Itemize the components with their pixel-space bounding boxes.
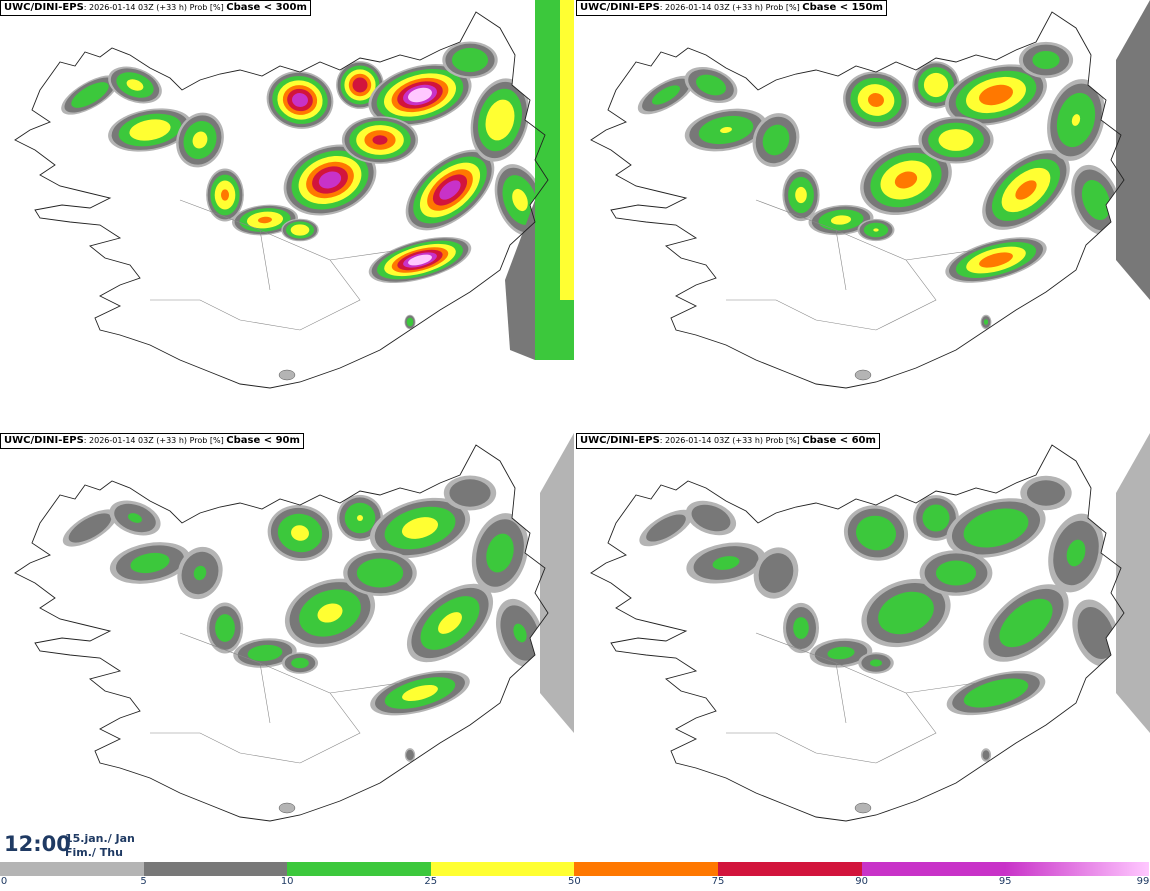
legend-tick-label: 90 xyxy=(855,876,868,887)
iceland-map xyxy=(14,0,574,389)
valid-time-clock: 12:00 xyxy=(4,832,71,856)
valid-date-line-2: Fim./ Thu xyxy=(65,846,123,859)
map-panel-2: UWC/DINI-EPS: 2026-01-14 03Z (+33 h) Pro… xyxy=(576,0,1150,430)
legend-swatch xyxy=(430,862,575,876)
probability-field xyxy=(61,41,546,330)
panel-title: UWC/DINI-EPS: 2026-01-14 03Z (+33 h) Pro… xyxy=(0,0,311,16)
legend-swatch xyxy=(718,862,862,876)
panel-title: UWC/DINI-EPS: 2026-01-14 03Z (+33 h) Pro… xyxy=(576,0,887,16)
iceland-map xyxy=(14,433,574,822)
legend-tick-label: 10 xyxy=(280,876,294,887)
legend-tick-label: 5 xyxy=(140,876,147,887)
panel-title: UWC/DINI-EPS: 2026-01-14 03Z (+33 h) Pro… xyxy=(0,433,304,449)
iceland-map xyxy=(590,0,1150,389)
legend-tick-label: 99 xyxy=(1136,876,1150,887)
probability-field xyxy=(637,41,1121,330)
map-panel-4: UWC/DINI-EPS: 2026-01-14 03Z (+33 h) Pro… xyxy=(576,433,1150,863)
legend-swatch xyxy=(0,862,144,876)
legend-swatch xyxy=(287,862,431,876)
legend-tick-label: 95 xyxy=(998,876,1012,887)
map-panel-1: UWC/DINI-EPS: 2026-01-14 03Z (+33 h) Pro… xyxy=(0,0,574,430)
legend-swatch xyxy=(861,862,1006,876)
legend-tick-label: 0 xyxy=(0,876,8,887)
probability-field xyxy=(639,475,1120,762)
legend-tick-label: 50 xyxy=(568,876,581,887)
legend-swatch xyxy=(143,862,288,876)
legend-tick-label: 25 xyxy=(424,876,438,887)
valid-time: 12:00 15.jan./ Jan Fim./ Thu xyxy=(0,826,140,862)
iceland-map xyxy=(590,433,1150,822)
probability-field xyxy=(62,475,545,762)
legend-swatch xyxy=(1005,862,1149,876)
map-panel-3: UWC/DINI-EPS: 2026-01-14 03Z (+33 h) Pro… xyxy=(0,433,574,863)
legend-swatch xyxy=(574,862,718,876)
legend-tick-label: 75 xyxy=(711,876,725,887)
panel-title: UWC/DINI-EPS: 2026-01-14 03Z (+33 h) Pro… xyxy=(576,433,880,449)
valid-date-line-1: 15.jan./ Jan xyxy=(65,832,135,845)
color-legend: 0 5 10 25 50 75 90 95 99 xyxy=(0,862,1150,891)
